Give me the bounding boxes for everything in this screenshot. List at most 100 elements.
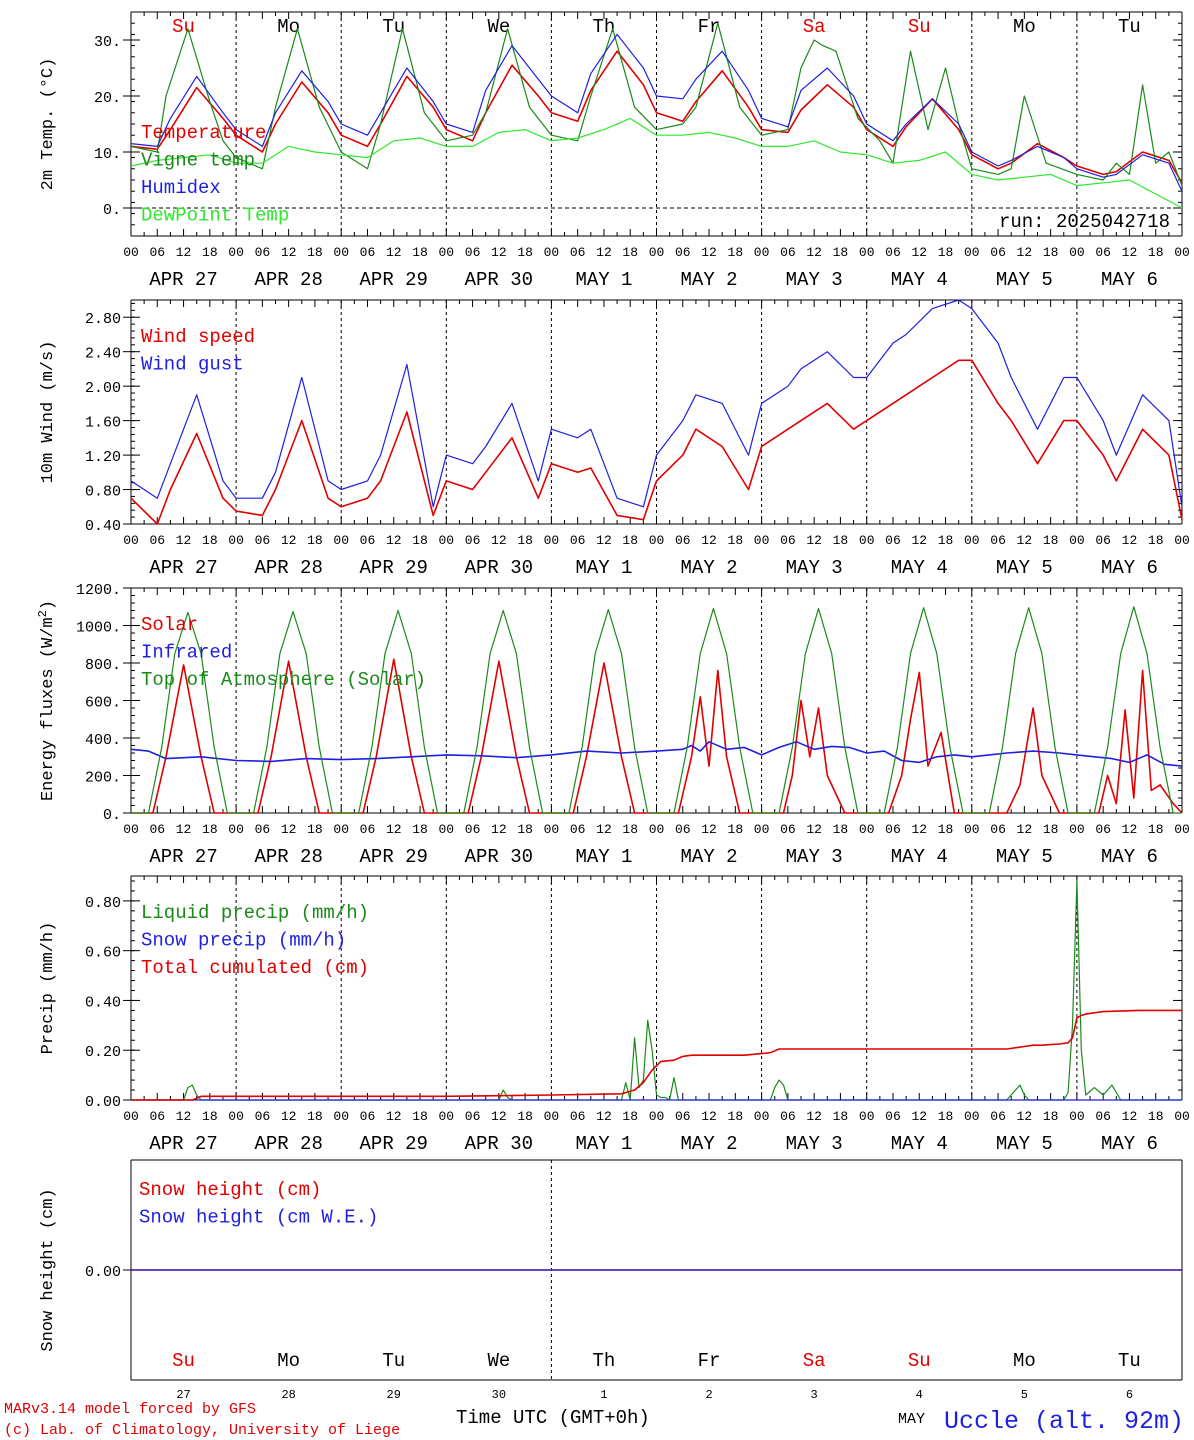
x-hour-label: 12	[596, 822, 612, 837]
x-hour-label: 18	[728, 533, 744, 548]
x-hour-label: 12	[386, 1109, 402, 1124]
x-hour-label: 06	[675, 822, 691, 837]
x-date-label: MAY 3	[786, 846, 843, 868]
weekday-label: We	[487, 1350, 510, 1372]
x-date-label: MAY 1	[575, 269, 632, 291]
x-hour-label: 18	[202, 245, 218, 260]
x-hour-label: 06	[360, 1109, 376, 1124]
x-hour-label: 12	[491, 1109, 507, 1124]
x-hour-label: 12	[596, 245, 612, 260]
x-hour-label: 18	[622, 822, 638, 837]
unit-superscript: 2	[36, 610, 50, 617]
x-hour-label: 06	[1095, 245, 1111, 260]
x-hour-label: 12	[176, 533, 192, 548]
x-hour-label: 12	[701, 1109, 717, 1124]
weekday-label: Su	[908, 1350, 931, 1372]
y-axis-label: Energy fluxes (W/m2)	[36, 600, 58, 801]
x-hour-label: 00	[1069, 533, 1085, 548]
y-tick-label: 0.20	[85, 1044, 121, 1061]
day-number-label: 28	[281, 1388, 295, 1402]
x-hour-label: 06	[570, 533, 586, 548]
x-hour-label: 00	[754, 245, 770, 260]
x-hour-label: 18	[517, 822, 533, 837]
x-hour-label: 00	[964, 1109, 980, 1124]
legend-entry: Snow precip (mm/h)	[141, 930, 346, 952]
y-axis-label: 10m Wind (m/s)	[39, 341, 58, 484]
x-hour-label: 06	[465, 822, 481, 837]
x-hour-label: 00	[438, 245, 454, 260]
y-tick-label: 0.80	[85, 895, 121, 912]
x-date-label: APR 28	[254, 557, 322, 579]
x-hour-label: 00	[544, 245, 560, 260]
x-date-label: MAY 5	[996, 1133, 1053, 1155]
x-date-label: MAY 5	[996, 846, 1053, 868]
x-date-label: APR 30	[465, 846, 533, 868]
y-tick-label: 1.60	[85, 415, 121, 432]
x-hour-label: 06	[149, 822, 165, 837]
series-line-top-of-atmosphere-solar-	[131, 606, 1182, 814]
x-hour-label: 00	[1069, 822, 1085, 837]
x-hour-label: 06	[570, 822, 586, 837]
x-hour-label: 06	[149, 1109, 165, 1124]
x-hour-label: 18	[1043, 245, 1059, 260]
x-hour-label: 00	[333, 245, 349, 260]
x-date-label: MAY 5	[996, 269, 1053, 291]
x-date-label: MAY 6	[1101, 269, 1158, 291]
x-hour-label: 18	[412, 245, 428, 260]
x-hour-label: 06	[780, 1109, 796, 1124]
x-date-label: MAY 2	[681, 1133, 738, 1155]
x-hour-label: 12	[491, 245, 507, 260]
x-hour-label: 18	[1043, 822, 1059, 837]
series-line-dewpoint-temp	[130, 117, 1183, 209]
y-tick-label: 0.80	[85, 484, 121, 501]
y-tick-label: 10.	[94, 146, 121, 163]
x-hour-label: 06	[675, 245, 691, 260]
x-hour-label: 12	[911, 822, 927, 837]
x-hour-label: 18	[833, 245, 849, 260]
y-tick-label: 1200.	[76, 582, 121, 599]
x-date-label: APR 30	[465, 269, 533, 291]
x-hour-label: 00	[649, 245, 665, 260]
x-hour-label: 00	[123, 1109, 139, 1124]
x-hour-label: 18	[1148, 1109, 1164, 1124]
x-date-label: MAY 1	[575, 557, 632, 579]
x-date-label: MAY 4	[891, 846, 948, 868]
x-hour-label: 12	[701, 245, 717, 260]
x-hour-label: 18	[728, 822, 744, 837]
series-line-humidex	[130, 33, 1183, 192]
y-tick-label: 30.	[94, 34, 121, 51]
x-hour-label: 00	[1174, 245, 1190, 260]
series-line-wind-gust	[130, 299, 1183, 508]
y-axis-label: 2m Temp. (°C)	[39, 58, 58, 191]
weekday-label: Tu	[382, 1350, 405, 1372]
x-hour-label: 06	[885, 822, 901, 837]
x-date-label: MAY 2	[681, 846, 738, 868]
x-hour-label: 06	[1095, 533, 1111, 548]
x-hour-label: 18	[938, 245, 954, 260]
x-hour-label: 00	[228, 1109, 244, 1124]
x-hour-label: 06	[780, 245, 796, 260]
legend-entry: Wind gust	[141, 354, 244, 376]
y-tick-label: 0.00	[85, 1264, 121, 1281]
x-hour-label: 00	[1069, 1109, 1085, 1124]
y-tick-label: 2.80	[85, 311, 121, 328]
x-date-label: MAY 1	[575, 846, 632, 868]
legend-entry: Infrared	[141, 642, 232, 664]
day-number-label: 27	[176, 1388, 190, 1402]
y-axis-label: Precip (mm/h)	[39, 922, 58, 1055]
y-tick-label: 1000.	[76, 620, 121, 637]
x-hour-label: 06	[1095, 822, 1111, 837]
x-hour-label: 00	[1174, 1109, 1190, 1124]
x-date-label: APR 27	[149, 1133, 217, 1155]
weekday-label: Su	[172, 1350, 195, 1372]
weekday-label: Su	[908, 16, 931, 38]
x-hour-label: 00	[228, 245, 244, 260]
x-hour-label: 00	[333, 822, 349, 837]
legend-entry: Snow height (cm W.E.)	[139, 1207, 378, 1229]
x-hour-label: 12	[491, 822, 507, 837]
x-hour-label: 00	[754, 533, 770, 548]
legend-entry: Humidex	[141, 177, 221, 199]
x-hour-label: 12	[1122, 1109, 1138, 1124]
run-label: run: 2025042718	[999, 211, 1170, 233]
y-tick-label: 0.	[103, 202, 121, 219]
